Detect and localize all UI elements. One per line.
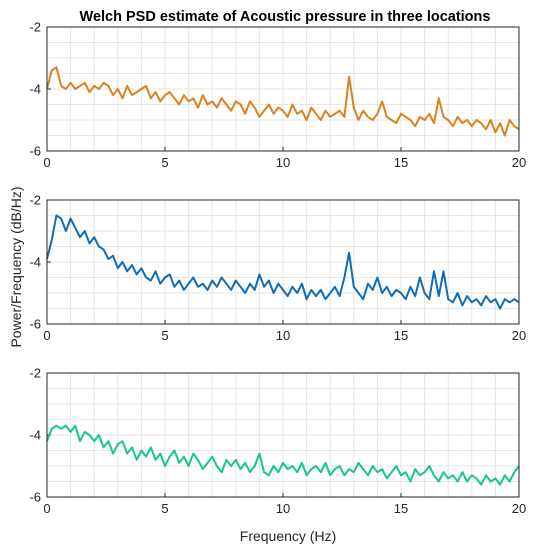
x-tick-label: 0 [43, 501, 50, 516]
axes-frame [46, 199, 520, 325]
x-tick-label: 15 [394, 328, 408, 343]
y-tick-label: -6 [29, 317, 41, 332]
subplot-2: 0 5 10 15 20 -2 -4 -6 [29, 193, 526, 344]
x-tick-label: 0 [43, 155, 50, 170]
x-tick-label: 20 [512, 501, 526, 516]
chart-title: Welch PSD estimate of Acoustic pressure … [80, 9, 491, 25]
x-tick-label: 10 [276, 501, 290, 516]
x-tick-label: 20 [512, 328, 526, 343]
y-tick-label: -6 [29, 144, 41, 159]
x-axis-label: Frequency (Hz) [240, 528, 336, 544]
x-tick-label: 20 [512, 155, 526, 170]
x-tick-label: 0 [43, 328, 50, 343]
x-tick-label: 15 [394, 155, 408, 170]
x-tick-label: 5 [161, 155, 168, 170]
x-tick-label: 15 [394, 501, 408, 516]
subplots: 0 5 10 15 20-2-4-60 5 10 15 20-2-4-60 5 10 15 20-2-4… [29, 20, 526, 517]
y-tick-label: -4 [29, 82, 41, 97]
y-tick-label: -2 [29, 20, 41, 35]
series-line-2 [46, 214, 520, 310]
series-line-3 [46, 424, 520, 486]
x-tick-label: 10 [276, 155, 290, 170]
x-tick-label: 10 [276, 328, 290, 343]
y-axis-label: Power/Frequency (dB/Hz) [8, 186, 24, 347]
subplot-1: 0 5 10 15 20 -2 -4 -6 [29, 20, 526, 171]
y-tick-label: -6 [29, 490, 41, 505]
y-tick-label: -2 [29, 193, 41, 208]
y-tick-label: -2 [29, 366, 41, 381]
x-tick-label: 5 [161, 328, 168, 343]
y-tick-label: -4 [29, 428, 41, 443]
y-tick-label: -4 [29, 255, 41, 270]
series-line-1 [46, 66, 520, 137]
axes-frame [46, 372, 520, 498]
subplot-3: 0 5 10 15 20 -2 -4 -6 [29, 366, 526, 517]
x-tick-label: 5 [161, 501, 168, 516]
axes-frame [46, 26, 520, 152]
